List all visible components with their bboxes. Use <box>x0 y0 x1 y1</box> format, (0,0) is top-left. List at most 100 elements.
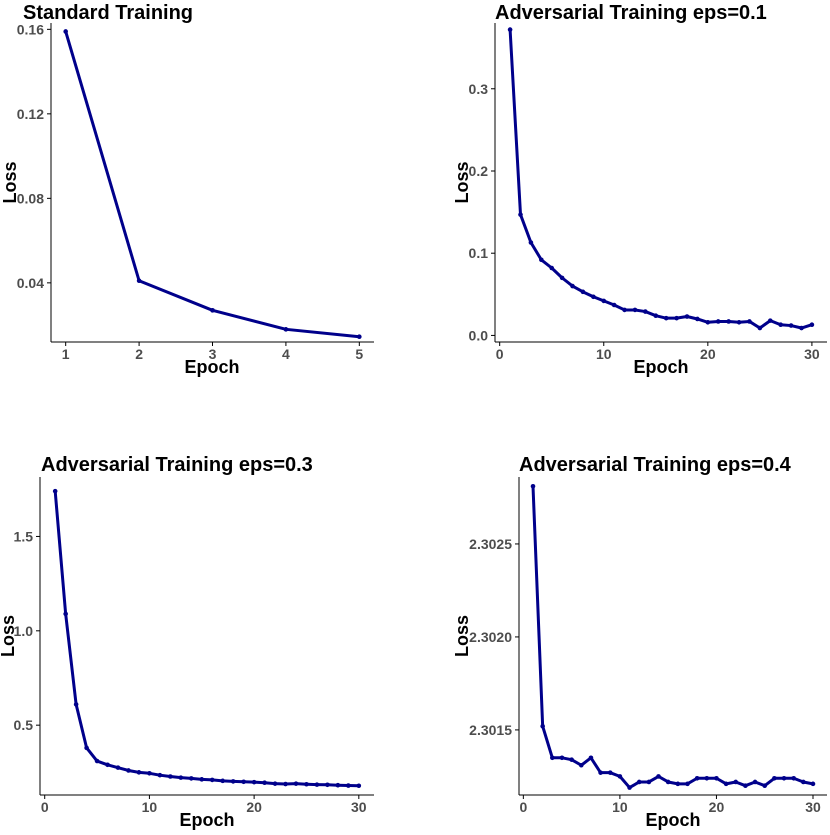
chart-title: Adversarial Training eps=0.1 <box>495 2 767 24</box>
x-tick-label: 30 <box>804 346 820 362</box>
data-point <box>684 314 690 319</box>
x-axis-label: Epoch <box>179 810 234 830</box>
data-point <box>653 313 659 318</box>
data-point <box>52 488 58 494</box>
x-tick-label: 20 <box>246 799 262 815</box>
data-point <box>569 757 574 762</box>
data-point <box>84 745 89 751</box>
data-point <box>518 212 523 217</box>
data-point <box>656 774 661 779</box>
data-point <box>178 775 184 780</box>
data-point <box>251 779 257 785</box>
x-tick-label: 0 <box>41 799 49 815</box>
data-point <box>293 781 299 786</box>
data-point <box>622 307 627 313</box>
data-point <box>528 240 534 245</box>
y-tick-label: 0.08 <box>17 190 44 206</box>
data-point <box>601 298 607 304</box>
data-point <box>694 775 700 781</box>
data-point <box>809 322 815 328</box>
chart-panel-2: Adversarial Training eps=0.1 0.0 0.1 0.2 0.3… <box>452 2 827 377</box>
data-point <box>714 775 719 781</box>
data-point <box>549 265 555 271</box>
data-point <box>663 315 669 321</box>
data-point <box>210 308 215 313</box>
data-point <box>126 768 131 773</box>
x-axis-label: Epoch <box>645 810 700 830</box>
data-point <box>63 611 68 617</box>
data-point <box>799 325 804 331</box>
x-tick-label: 10 <box>596 346 612 362</box>
y-tick-label: 0.3 <box>469 81 489 97</box>
y-tick-label: 0.16 <box>17 21 44 37</box>
data-point <box>611 302 617 308</box>
data-point <box>643 309 648 314</box>
data-point <box>578 762 584 768</box>
data-point <box>705 319 711 325</box>
data-point <box>767 318 773 323</box>
data-point <box>752 779 758 785</box>
data-point <box>105 762 110 768</box>
data-point <box>810 781 816 787</box>
data-point <box>168 774 173 779</box>
data-point <box>262 780 267 786</box>
y-axis-label: Loss <box>452 615 472 657</box>
data-point <box>726 319 731 324</box>
series-line <box>531 484 815 790</box>
x-tick-label: 10 <box>142 799 158 815</box>
data-point <box>283 327 289 332</box>
data-point <box>115 765 121 770</box>
data-point <box>147 770 152 776</box>
x-tick-label: 2 <box>135 346 143 362</box>
chart-title: Adversarial Training eps=0.4 <box>519 454 792 476</box>
data-point <box>356 783 362 789</box>
y-tick-label: 0.2 <box>469 163 489 179</box>
x-tick-label: 0 <box>519 799 527 815</box>
y-axis-label: Loss <box>452 161 472 203</box>
data-point <box>550 755 555 761</box>
data-point <box>762 783 768 789</box>
x-tick-label: 20 <box>709 799 725 815</box>
y-tick-label: 0.5 <box>14 717 34 733</box>
data-point <box>695 316 700 322</box>
data-point <box>304 781 309 787</box>
x-tick-label: 0 <box>496 346 504 362</box>
x-tick-label: 10 <box>612 799 628 815</box>
y-tick-label: 0.04 <box>17 275 44 291</box>
data-point <box>507 27 513 32</box>
data-point <box>665 779 671 785</box>
x-tick-label: 30 <box>351 799 367 815</box>
data-point <box>632 307 638 313</box>
x-tick-label: 4 <box>282 346 290 362</box>
chart-panel-4: Adversarial Training eps=0.4 2.3015 2.3020… <box>452 454 827 830</box>
x-tick-label: 20 <box>700 346 716 362</box>
data-point <box>570 283 575 289</box>
data-point <box>230 779 236 784</box>
chart-title: Standard Training <box>23 2 193 24</box>
chart-title: Adversarial Training eps=0.3 <box>41 454 313 476</box>
x-axis-label: Epoch <box>633 357 688 377</box>
data-point <box>136 278 142 284</box>
chart-panel-1: Standard Training 0.04 0.08 0.12 0.16 1 2 3 4 5 Ep… <box>0 2 374 377</box>
data-point <box>646 779 652 785</box>
data-point <box>778 322 783 328</box>
x-tick-label: 3 <box>209 346 217 362</box>
x-tick-label: 5 <box>355 346 363 362</box>
data-point <box>674 315 679 321</box>
data-point <box>747 319 752 324</box>
data-point <box>791 775 796 781</box>
data-point <box>530 483 536 489</box>
data-point <box>704 775 710 781</box>
y-tick-label: 2.3025 <box>469 536 512 552</box>
data-point <box>346 783 351 788</box>
data-point <box>675 781 681 787</box>
data-point <box>772 775 777 781</box>
data-point <box>788 323 794 328</box>
data-point <box>94 758 100 764</box>
data-point <box>685 781 690 787</box>
x-axis-label: Epoch <box>184 357 239 377</box>
data-point <box>357 334 362 340</box>
series-line <box>508 28 814 330</box>
data-point <box>723 781 729 787</box>
